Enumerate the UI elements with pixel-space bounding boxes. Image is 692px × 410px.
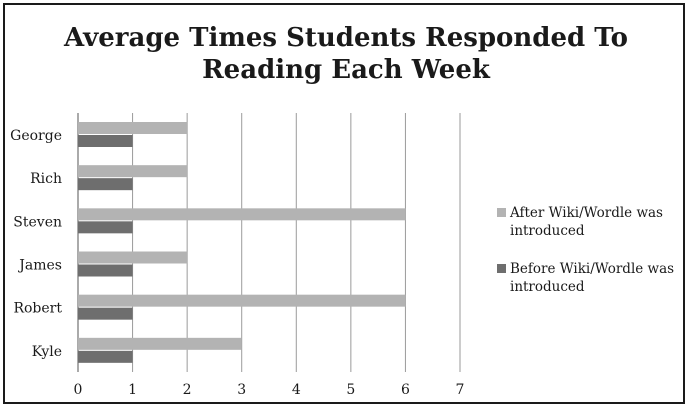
legend-swatch-before xyxy=(497,264,506,273)
x-tick-label: 0 xyxy=(74,382,83,398)
x-tick-label: 1 xyxy=(128,382,137,398)
category-label-george: George xyxy=(10,128,62,144)
bar-before-george xyxy=(78,135,133,147)
bar-before-james xyxy=(78,264,133,277)
bar-after-james xyxy=(78,251,188,264)
legend-label-before: Before Wiki/Wordle was xyxy=(510,261,674,277)
bar-before-rich xyxy=(78,178,133,191)
bar-after-steven xyxy=(78,208,406,221)
category-label-james: James xyxy=(17,258,62,274)
legend-swatch-after xyxy=(497,208,506,217)
x-tick-label: 6 xyxy=(401,382,410,398)
bar-before-kyle xyxy=(78,350,133,363)
category-label-rich: Rich xyxy=(30,171,62,187)
bar-after-kyle xyxy=(78,337,242,350)
chart-title: Average Times Students Responded To Read… xyxy=(0,22,692,86)
chart-title-line-1: Average Times Students Responded To xyxy=(64,23,628,53)
category-label-steven: Steven xyxy=(13,214,62,230)
chart-title-line-2: Reading Each Week xyxy=(202,55,490,85)
bar-after-rich xyxy=(78,165,188,178)
bar-after-george xyxy=(78,122,188,134)
legend-label-after: After Wiki/Wordle was xyxy=(509,205,663,221)
chart-frame xyxy=(3,3,685,404)
x-tick-label: 7 xyxy=(456,382,465,398)
x-tick-label: 4 xyxy=(292,382,301,398)
x-tick-label: 2 xyxy=(183,382,192,398)
category-label-robert: Robert xyxy=(13,301,62,317)
bar-before-steven xyxy=(78,221,133,234)
category-label-kyle: Kyle xyxy=(32,344,62,360)
bar-before-robert xyxy=(78,307,133,320)
x-tick-label: 3 xyxy=(237,382,246,398)
legend-label-before: introduced xyxy=(510,279,585,295)
x-tick-label: 5 xyxy=(346,382,355,398)
bar-after-robert xyxy=(78,294,406,307)
legend-label-after: introduced xyxy=(510,223,585,239)
